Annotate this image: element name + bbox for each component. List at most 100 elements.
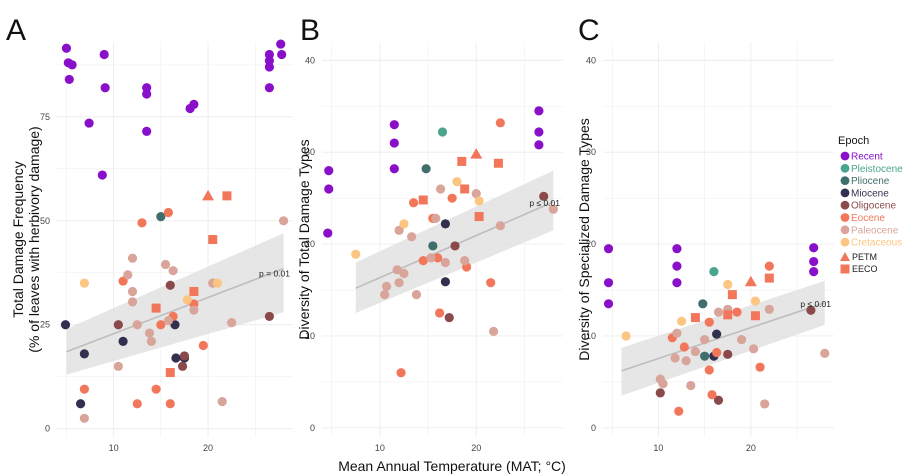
data-point-eocene xyxy=(755,362,765,372)
confidence-band xyxy=(66,233,284,375)
p-value-annotation: p = 0.01 xyxy=(259,269,290,279)
data-point-eocene xyxy=(674,406,684,416)
data-point-paleocene xyxy=(737,335,747,345)
data-point-eocene xyxy=(435,308,445,318)
legend-label-eocene: Eocene xyxy=(851,213,885,224)
y-tick-label: 40 xyxy=(305,55,315,65)
data-point-paleocene xyxy=(713,307,724,317)
data-point-miocene xyxy=(118,336,128,346)
data-point-eeco xyxy=(723,310,733,320)
data-point-recent xyxy=(264,62,274,72)
data-point-paleocene xyxy=(394,225,404,235)
data-point-paleocene xyxy=(700,335,710,345)
data-point-eeco xyxy=(474,212,484,222)
data-point-paleocene xyxy=(670,353,680,363)
data-point-paleocene xyxy=(217,397,227,407)
data-point-recent xyxy=(64,74,74,85)
data-point-recent xyxy=(84,118,94,128)
data-point-recent xyxy=(323,228,333,238)
data-point-paleocene xyxy=(394,278,404,288)
data-point-petm xyxy=(744,275,757,287)
x-tick-label: 10 xyxy=(375,443,385,453)
data-point-paleocene xyxy=(471,188,481,199)
data-point-cretaceous xyxy=(676,316,687,326)
data-point-paleocene xyxy=(392,265,402,275)
data-point-eocene xyxy=(764,261,774,271)
data-point-recent xyxy=(672,278,682,288)
data-point-paleocene xyxy=(690,346,701,357)
trend-line xyxy=(66,267,284,353)
data-points xyxy=(323,106,558,378)
data-point-eocene xyxy=(712,347,722,358)
y-tick-label: 25 xyxy=(40,320,50,330)
data-point-paleocene xyxy=(399,268,409,279)
data-point-eocene xyxy=(408,198,419,208)
data-point-miocene xyxy=(440,219,450,229)
legend-key-pliocene xyxy=(840,176,850,186)
y-tick-label: 40 xyxy=(586,55,596,65)
y-axis-title: Diversity of Specialized Damage Types xyxy=(576,118,592,361)
y-tick-label: 0 xyxy=(310,423,315,433)
data-point-paleocene xyxy=(764,304,774,314)
data-point-recent xyxy=(277,49,287,60)
data-point-oligocene xyxy=(655,388,665,398)
y-axis-title: (% of leaves with herbivory damage) xyxy=(26,126,42,352)
y-tick-label: 30 xyxy=(305,147,315,157)
data-point-eeco xyxy=(457,156,467,166)
data-point-eocene xyxy=(151,384,161,394)
data-point-cretaceous xyxy=(212,278,223,288)
data-point-pleistocene xyxy=(709,267,719,277)
data-point-eocene xyxy=(396,368,406,378)
data-point-recent xyxy=(276,39,286,49)
data-point-eocene xyxy=(156,320,166,330)
data-point-eeco xyxy=(222,191,232,201)
data-point-cretaceous xyxy=(351,249,361,259)
data-point-recent xyxy=(809,267,819,277)
data-point-eeco xyxy=(165,368,175,378)
data-point-pliocene xyxy=(700,351,710,361)
legend-key-recent xyxy=(840,151,850,161)
y-tick-label: 10 xyxy=(586,331,596,341)
y-tick-label: 0 xyxy=(45,424,50,434)
data-point-oligocene xyxy=(177,361,188,371)
data-point-recent xyxy=(534,106,544,116)
data-point-miocene xyxy=(79,349,89,359)
data-point-eeco xyxy=(460,184,470,194)
data-point-paleocene xyxy=(760,399,770,409)
legend-label-recent: Recent xyxy=(851,152,883,163)
y-tick-label: 30 xyxy=(586,147,596,157)
data-point-paleocene xyxy=(123,270,133,280)
data-point-paleocene xyxy=(411,290,422,300)
data-point-paleocene xyxy=(495,221,505,231)
panel-c: C 10 20 0 10 20 30 40 p ≤ 0.01 Diversity of Spec… xyxy=(576,14,834,453)
data-point-paleocene xyxy=(380,290,390,300)
legend-key-oligocene xyxy=(840,200,850,210)
data-point-paleocene xyxy=(227,318,237,328)
data-points xyxy=(60,39,289,423)
data-point-paleocene xyxy=(749,344,759,354)
data-point-recent xyxy=(534,127,544,137)
data-point-cretaceous xyxy=(621,331,631,341)
data-point-paleocene xyxy=(381,281,392,291)
legend-key-petm xyxy=(840,252,850,261)
data-point-miocene xyxy=(440,277,450,287)
y-tick-label: 10 xyxy=(305,331,315,341)
data-point-cretaceous xyxy=(723,279,733,290)
data-point-recent xyxy=(809,256,819,267)
data-point-eocene xyxy=(704,365,714,375)
data-point-eocene xyxy=(433,253,443,263)
trend-line xyxy=(621,302,826,372)
data-point-recent xyxy=(324,184,334,194)
data-point-oligocene xyxy=(113,320,123,330)
data-point-oligocene xyxy=(444,312,454,323)
confidence-band xyxy=(621,280,825,396)
data-point-miocene xyxy=(170,320,180,330)
data-point-pliocene xyxy=(156,212,166,222)
grid xyxy=(57,42,293,437)
panel-a: A 10 20 0 25 50 75 p = 0.01 Total Damage Freque… xyxy=(6,14,293,453)
legend-key-eeco xyxy=(840,264,850,274)
data-point-paleocene xyxy=(686,380,696,391)
data-point-paleocene xyxy=(144,328,155,338)
